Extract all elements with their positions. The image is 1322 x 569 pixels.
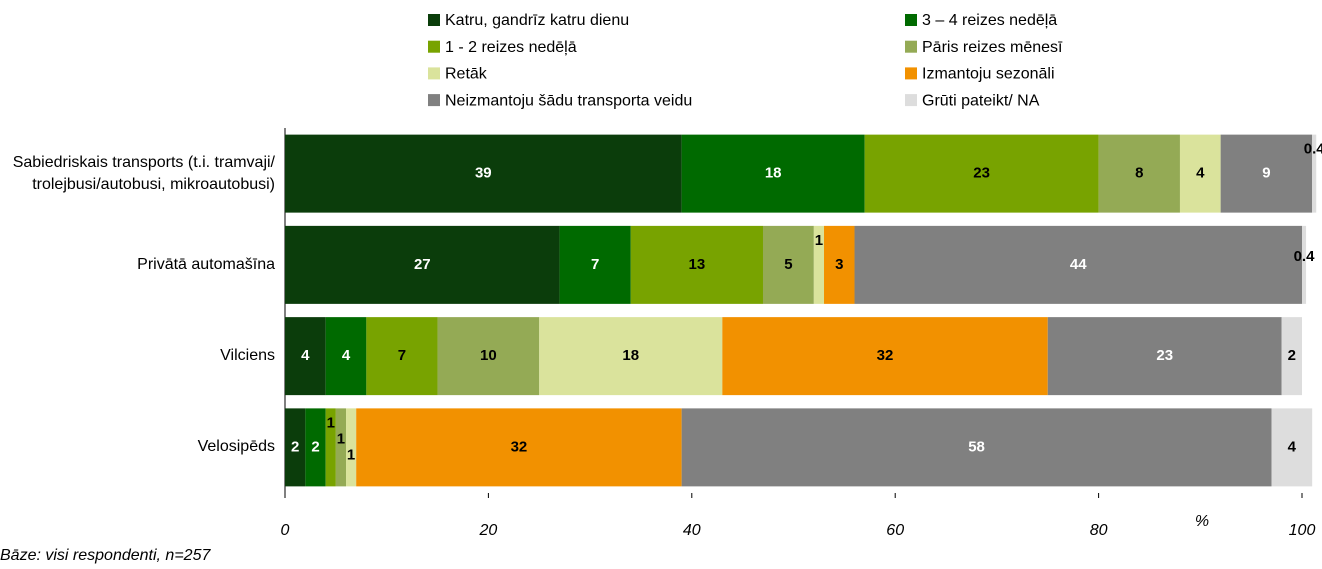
legend-label: 1 - 2 reizes nedēļā <box>445 39 577 56</box>
data-label: 1 <box>337 430 345 447</box>
bar-segment <box>366 317 438 396</box>
legend-label: Katru, gandrīz katru dienu <box>445 12 629 29</box>
legend-label: Pāris reizes mēnesī <box>922 39 1063 56</box>
x-tick-label: 40 <box>683 522 701 539</box>
x-tick-label: 80 <box>1090 522 1108 539</box>
data-label: 0.4 <box>1304 141 1322 158</box>
data-label: 0.4 <box>1294 248 1316 265</box>
legend-swatch <box>905 40 917 53</box>
bar-segment <box>1098 134 1180 213</box>
bar-segment <box>864 134 1099 213</box>
bar-segment <box>1281 317 1302 396</box>
data-label: 32 <box>511 438 528 455</box>
legend-swatch <box>905 14 917 26</box>
data-label: 1 <box>327 414 335 431</box>
legend-swatch <box>428 94 440 107</box>
data-label: 18 <box>765 165 782 182</box>
bar-segment <box>824 225 855 304</box>
data-label: 2 <box>1288 347 1296 364</box>
bar-segment <box>813 225 825 304</box>
data-label: 8 <box>1135 165 1143 182</box>
bar-segment <box>437 317 540 396</box>
bar-segment <box>559 225 631 304</box>
legend-swatch <box>428 67 440 80</box>
bar-segment <box>539 317 723 396</box>
bar-segment <box>762 225 814 304</box>
data-label: 39 <box>475 165 492 182</box>
category-label: Velosipēds <box>197 438 275 456</box>
data-label: 4 <box>301 347 310 364</box>
x-tick-label: 100 <box>1289 522 1316 539</box>
legend-swatch <box>905 94 917 107</box>
legend-swatch <box>428 14 440 26</box>
data-label: 5 <box>784 256 792 273</box>
bar-segment <box>630 225 763 304</box>
bar-segment <box>335 408 347 487</box>
data-label: 9 <box>1262 165 1270 182</box>
x-tick-label: 60 <box>886 522 904 539</box>
x-tick-label: 20 <box>479 522 498 539</box>
data-label: 2 <box>291 438 299 455</box>
bar-segment <box>1220 134 1313 213</box>
category-label: Privātā automašīna <box>137 255 275 273</box>
bar-segment <box>681 408 1272 487</box>
bar-segment <box>325 408 336 487</box>
legend-label: Grūti pateikt/ NA <box>922 92 1040 109</box>
legend-label: Neizmantoju šādu transporta veidu <box>445 92 692 109</box>
data-label: 32 <box>877 347 894 364</box>
legend-label: 3 – 4 reizes nedēļā <box>922 12 1057 29</box>
bar-segment <box>305 408 326 487</box>
legend-label: Retāk <box>445 66 488 83</box>
data-label: 23 <box>973 165 990 182</box>
bar-segment <box>346 408 357 487</box>
legend-swatch <box>428 40 440 53</box>
legend-label: Izmantoju sezonāli <box>922 66 1055 83</box>
data-label: 2 <box>311 438 319 455</box>
data-label: 27 <box>414 256 431 273</box>
data-label: 18 <box>622 347 639 364</box>
data-label: 3 <box>835 256 843 273</box>
footnote: Bāze: visi respondenti, n=257 <box>0 547 211 564</box>
data-label: 1 <box>815 232 823 249</box>
category-label: Sabiedriskais transports (t.i. tramvaji/… <box>12 153 275 193</box>
bar-segment <box>1302 225 1307 304</box>
bar-segment <box>722 317 1048 396</box>
bar-segment <box>1271 408 1313 487</box>
bar-segment <box>1047 317 1282 396</box>
data-label: 44 <box>1070 256 1087 273</box>
bar-segment <box>285 134 682 213</box>
data-label: 7 <box>398 347 406 364</box>
bar-segment <box>285 317 326 396</box>
bar-segment <box>854 225 1302 304</box>
data-label: 58 <box>968 438 985 455</box>
bar-segment <box>1179 134 1221 213</box>
x-unit: % <box>1195 513 1209 530</box>
bar-segment <box>681 134 865 213</box>
bar-segment <box>356 408 682 487</box>
data-label: 4 <box>342 347 351 364</box>
data-label: 1 <box>347 446 355 463</box>
bar-segment <box>285 408 306 487</box>
bar-segment <box>1312 134 1317 213</box>
data-label: 23 <box>1156 347 1173 364</box>
bar-segment <box>325 317 367 396</box>
data-label: 10 <box>480 347 497 364</box>
data-label: 4 <box>1288 438 1297 455</box>
data-label: 7 <box>591 256 599 273</box>
legend-swatch <box>905 67 917 80</box>
x-tick-label: 0 <box>281 522 290 539</box>
data-label: 4 <box>1196 165 1205 182</box>
data-label: 13 <box>689 256 706 273</box>
category-label: Vilciens <box>220 347 275 365</box>
bar-segment <box>285 225 560 304</box>
